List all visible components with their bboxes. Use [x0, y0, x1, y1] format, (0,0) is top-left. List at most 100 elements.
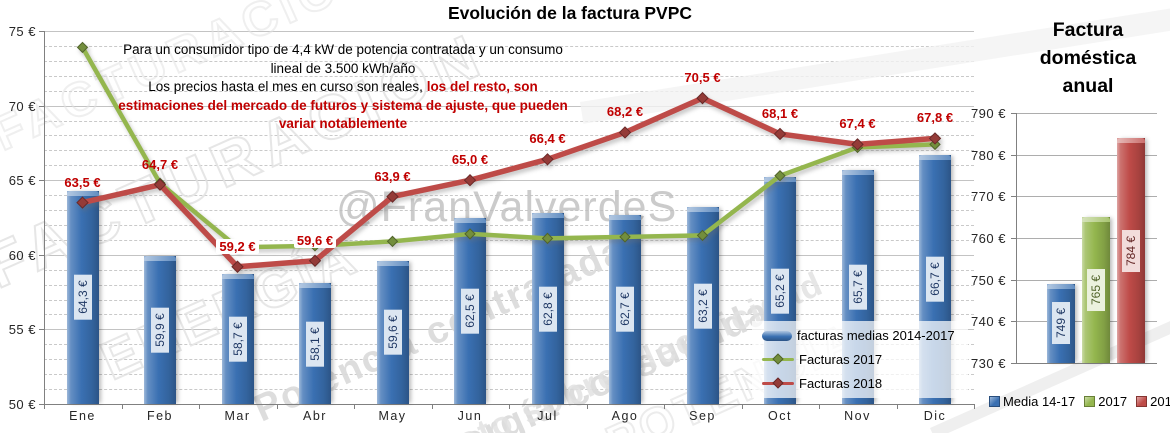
x-axis-tick	[819, 404, 820, 409]
side-chart-title: Factura doméstica anual	[1012, 16, 1164, 100]
y-axis-label: 50 €	[8, 397, 36, 412]
minor-gridline	[44, 150, 974, 152]
marker-diamond	[308, 254, 322, 267]
x-axis-tick	[44, 404, 45, 409]
minor-gridline	[44, 344, 974, 346]
side-y-axis-tick	[1011, 279, 1016, 281]
data-label-2018-Jul: 66,4 €	[515, 131, 581, 146]
y-axis-tick	[39, 31, 44, 32]
x-axis-tick	[664, 404, 665, 409]
major-gridline	[44, 254, 974, 256]
legend-bar-icon	[762, 330, 792, 341]
side-bar-Media 14-17: 749 €	[1047, 283, 1075, 363]
main-chart-legend: facturas medias 2014-2017 Facturas 2017 Fa…	[752, 321, 968, 398]
side-y-axis-tick	[1011, 113, 1016, 114]
bar-cap	[66, 190, 99, 196]
minor-gridline	[44, 120, 974, 122]
minor-gridline	[44, 60, 974, 62]
annotation-line: estimaciones del mercado de futuros y si…	[118, 97, 568, 113]
side-gridline	[1016, 113, 1157, 114]
side-y-axis-label: 760 €	[970, 231, 1006, 246]
side-y-axis-tick	[1011, 363, 1016, 364]
marker-diamond	[773, 127, 787, 141]
bar-May: 59,6 €	[376, 260, 409, 404]
marker-diamond	[928, 132, 942, 145]
y-axis-label: 75 €	[8, 24, 36, 39]
legend-item-facturas medias 2014-2017: facturas medias 2014-2017	[762, 328, 968, 343]
x-axis-label-Abr: Abr	[303, 409, 327, 423]
bar-Mar: 58,7 €	[221, 274, 254, 404]
y-axis-tick	[39, 329, 44, 331]
data-label-2018-Sep: 70,5 €	[670, 70, 736, 85]
side-y-axis-tick	[1011, 154, 1016, 156]
major-gridline	[44, 180, 974, 182]
bar-cap	[1047, 283, 1075, 289]
marker-diamond	[618, 126, 632, 139]
x-axis-label-Ago: Ago	[611, 409, 639, 423]
y-axis-label: 60 €	[8, 247, 36, 263]
annotation-line: Para un consumidor tipo de 4,4 kW de pot…	[123, 42, 563, 57]
x-axis-tick	[896, 404, 898, 409]
side-legend-label: 2018	[1150, 394, 1170, 409]
side-y-axis-tick	[1011, 238, 1016, 239]
side-y-axis-label: 730 €	[970, 356, 1006, 371]
minor-gridline	[44, 224, 974, 226]
side-legend-swatch	[1136, 396, 1148, 407]
legend-label: Facturas 2017	[799, 351, 883, 367]
minor-gridline	[44, 165, 974, 167]
side-y-axis-label: 770 €	[970, 189, 1006, 205]
major-gridline	[44, 31, 974, 32]
y-axis-label: 55 €	[8, 322, 36, 338]
data-label-2018-Jun: 65,0 €	[437, 152, 503, 167]
bar-Jul: 62,8 €	[531, 213, 564, 404]
data-label-text: 68,1 €	[761, 105, 799, 121]
marker-diamond	[774, 170, 786, 182]
y-axis-label: 65 €	[8, 173, 36, 189]
minor-gridline	[44, 75, 974, 77]
side-y-axis-label: 780 €	[970, 147, 1006, 163]
minor-gridline	[44, 269, 974, 271]
side-y-axis-label: 740 €	[970, 314, 1006, 330]
x-axis-tick	[121, 404, 123, 409]
legend-label: Facturas 2018	[799, 375, 883, 391]
data-label-text: 59,2 €	[216, 238, 259, 254]
bar-Ago: 62,7 €	[609, 214, 641, 404]
x-axis-tick	[741, 404, 743, 409]
x-axis-label-Sep: Sep	[689, 409, 716, 423]
data-label-text: 70,5 €	[684, 70, 721, 86]
data-label-text: 63,5 €	[64, 174, 101, 190]
marker-diamond	[76, 196, 89, 209]
x-axis-tick	[354, 404, 355, 409]
bar-Jun: 62,5 €	[454, 217, 486, 404]
y-axis-tick	[39, 105, 44, 107]
side-bar-value-label: 765 €	[1087, 269, 1105, 312]
minor-gridline	[44, 210, 974, 212]
data-label-2018-Nov: 67,4 €	[825, 116, 891, 131]
marker-diamond	[541, 232, 554, 245]
side-x-axis-line	[1016, 363, 1157, 364]
data-label-text: 63,9 €	[374, 168, 411, 184]
marker-diamond	[619, 231, 631, 243]
minor-gridline	[44, 239, 974, 241]
marker-diamond	[76, 41, 89, 54]
side-bar-2017: 765 €	[1082, 217, 1110, 363]
data-label-2018-Feb: 64,7 €	[127, 157, 193, 172]
x-axis-tick	[974, 404, 975, 409]
y-axis-tick	[39, 404, 44, 405]
side-legend-item-Media 14-17: Media 14-17	[988, 394, 1075, 409]
side-legend-item-2018: 2018	[1136, 394, 1170, 409]
side-bar-2018: 784 €	[1117, 138, 1145, 363]
legend-item-Facturas 2018: Facturas 2018	[762, 376, 968, 391]
x-axis-tick	[276, 404, 278, 409]
annotation-box: Para un consumidor tipo de 4,4 kW de pot…	[93, 41, 593, 134]
data-label-text: 65,0 €	[451, 152, 489, 168]
x-axis-label-Jun: Jun	[457, 409, 483, 423]
bar-cap	[609, 214, 641, 220]
bar-cap	[686, 207, 719, 213]
bar-cap	[531, 213, 564, 219]
bar-cap	[1117, 138, 1145, 143]
minor-gridline	[44, 45, 974, 47]
bar-cap	[299, 283, 331, 289]
bar-cap	[841, 169, 874, 175]
bar-cap	[221, 274, 254, 280]
